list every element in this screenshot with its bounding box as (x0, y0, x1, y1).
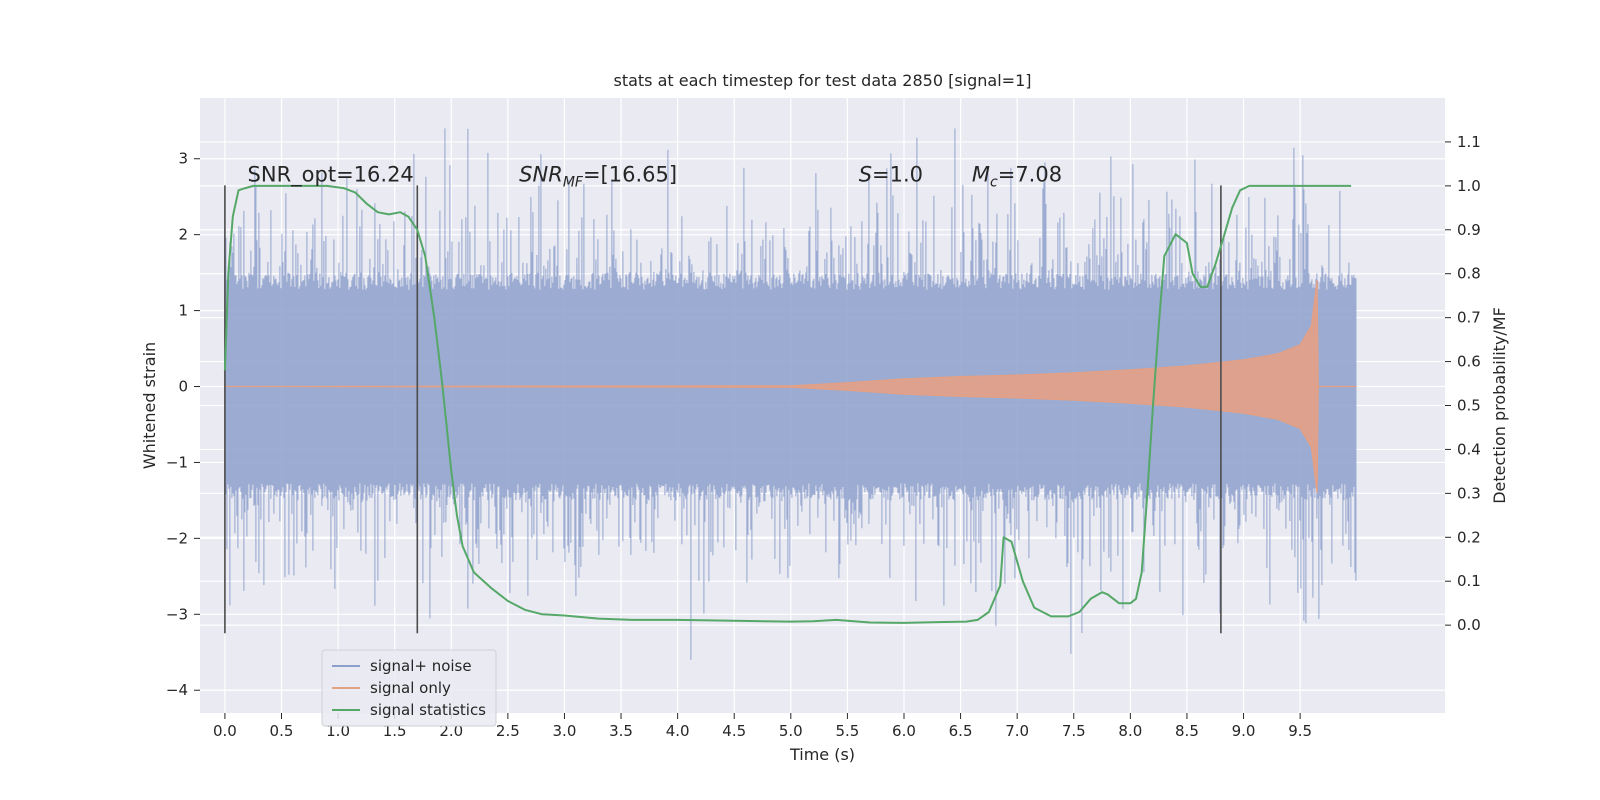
y-left-tick-label-5: 1 (178, 302, 188, 320)
annotation-3: Mc=7.08 (972, 163, 1062, 191)
series-signal-only (224, 280, 1357, 493)
x-tick-label-1: 0.5 (270, 722, 294, 740)
annotation-1-main: SNR (519, 163, 563, 187)
y-left-tick-label-6: 2 (178, 226, 188, 244)
y-axis-label-right: Detection probability/MF (1490, 307, 1509, 504)
y-left-tick-label-1: −3 (166, 605, 188, 623)
y-right-tick-label-9: 0.9 (1457, 221, 1481, 239)
annotation-3-main: M (972, 163, 990, 187)
x-tick-label-8: 4.0 (666, 722, 690, 740)
legend-entry-signal-statistics: signal statistics (370, 701, 486, 719)
annotation-2-main: S (859, 163, 872, 187)
x-tick-label-19: 9.5 (1288, 722, 1312, 740)
chart-title: stats at each timestep for test data 285… (613, 71, 1031, 90)
x-axis-label: Time (s) (789, 745, 855, 764)
y-left-tick-label-3: −1 (166, 453, 188, 471)
annotation-1: SNRMF=[16.65] (519, 163, 677, 191)
x-tick-label-7: 3.5 (609, 722, 633, 740)
y-right-tick-label-0: 0.0 (1457, 616, 1481, 634)
y-axis-left: −4 −3 −2 −1 0 1 2 3 (166, 150, 200, 699)
x-tick-label-10: 5.0 (779, 722, 803, 740)
vlines (224, 185, 1222, 634)
signal-statistics-trace (223, 184, 1352, 624)
legend-entry-signal-noise: signal+ noise (370, 657, 472, 675)
y-left-tick-label-7: 3 (178, 150, 188, 168)
x-tick-label-17: 8.5 (1175, 722, 1199, 740)
annotations: SNR_opt=16.24 SNRMF=[16.65] S=1.0 Mc=7.08 (248, 163, 1063, 191)
y-right-tick-label-6: 0.6 (1457, 353, 1481, 371)
y-right-tick-label-3: 0.3 (1457, 484, 1481, 502)
x-tick-label-13: 6.5 (949, 722, 973, 740)
annotation-3-sub: c (990, 175, 998, 191)
annotation-2: S=1.0 (859, 163, 923, 187)
annotation-0: SNR_opt=16.24 (248, 163, 414, 188)
x-tick-label-16: 8.0 (1118, 722, 1142, 740)
y-axis-right: 0.0 0.1 0.2 0.3 0.4 0.5 0.6 0.7 0.8 0.9 1.0 1.1 (1445, 133, 1481, 634)
x-tick-label-15: 7.5 (1062, 722, 1086, 740)
x-tick-label-9: 4.5 (722, 722, 746, 740)
x-tick-label-14: 7.0 (1005, 722, 1029, 740)
x-tick-label-0: 0.0 (213, 722, 237, 740)
annotation-1-rest: =[16.65] (583, 163, 677, 187)
annotation-2-rest: =1.0 (872, 163, 923, 187)
y-left-tick-label-2: −2 (166, 529, 188, 547)
y-right-tick-label-5: 0.5 (1457, 397, 1481, 415)
legend-box (321, 649, 497, 727)
x-tick-label-6: 3.0 (553, 722, 577, 740)
y-right-tick-label-8: 0.8 (1457, 265, 1481, 283)
y-right-tick-label-7: 0.7 (1457, 309, 1481, 327)
y-right-tick-label-4: 0.4 (1457, 440, 1481, 458)
y-right-tick-label-1: 0.1 (1457, 572, 1481, 590)
y-right-tick-label-11: 1.1 (1457, 133, 1481, 151)
signal-only-trace (224, 280, 1357, 493)
y-axis-label-left: Whitened strain (140, 342, 159, 469)
x-tick-label-12: 6.0 (892, 722, 916, 740)
y-left-tick-label-0: −4 (166, 681, 188, 699)
annotation-1-sub: MF (563, 175, 584, 191)
legend: signal+ noise signal only signal statist… (321, 649, 497, 727)
series-signal-statistics (223, 184, 1352, 624)
legend-entry-signal-only: signal only (370, 679, 451, 697)
y-right-tick-label-2: 0.2 (1457, 528, 1481, 546)
x-tick-label-11: 5.5 (835, 722, 859, 740)
y-right-tick-label-10: 1.0 (1457, 177, 1481, 195)
x-tick-label-5: 2.5 (496, 722, 520, 740)
plot-layer (223, 128, 1357, 660)
x-tick-label-18: 9.0 (1232, 722, 1256, 740)
annotation-3-rest: =7.08 (998, 163, 1062, 187)
y-left-tick-label-4: 0 (178, 378, 188, 396)
